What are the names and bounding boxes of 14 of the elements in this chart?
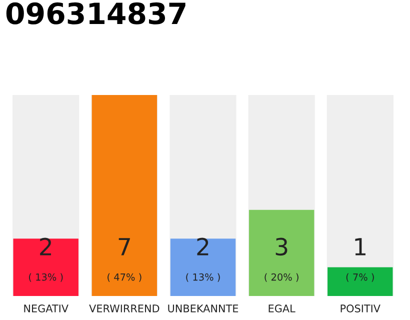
x-tick-label: NEGATIV bbox=[24, 304, 68, 312]
x-tick-label: UNBEKANNTE bbox=[168, 304, 238, 312]
chart-title: 096314837 bbox=[6, 2, 186, 24]
x-tick-label: POSITIV bbox=[340, 304, 380, 312]
bar bbox=[170, 238, 236, 296]
bar bbox=[13, 238, 78, 296]
data-label: 1 ( 7% ) bbox=[346, 238, 374, 282]
data-label: 2 ( 13% ) bbox=[29, 238, 63, 282]
data-label: 7 ( 47% ) bbox=[108, 238, 142, 282]
bar bbox=[328, 267, 393, 296]
x-tick-label: EGAL bbox=[268, 304, 296, 312]
x-tick-label: VERWIRREND bbox=[89, 304, 160, 312]
data-label: 3 ( 20% ) bbox=[264, 238, 298, 282]
data-label: 2 ( 13% ) bbox=[186, 238, 220, 282]
